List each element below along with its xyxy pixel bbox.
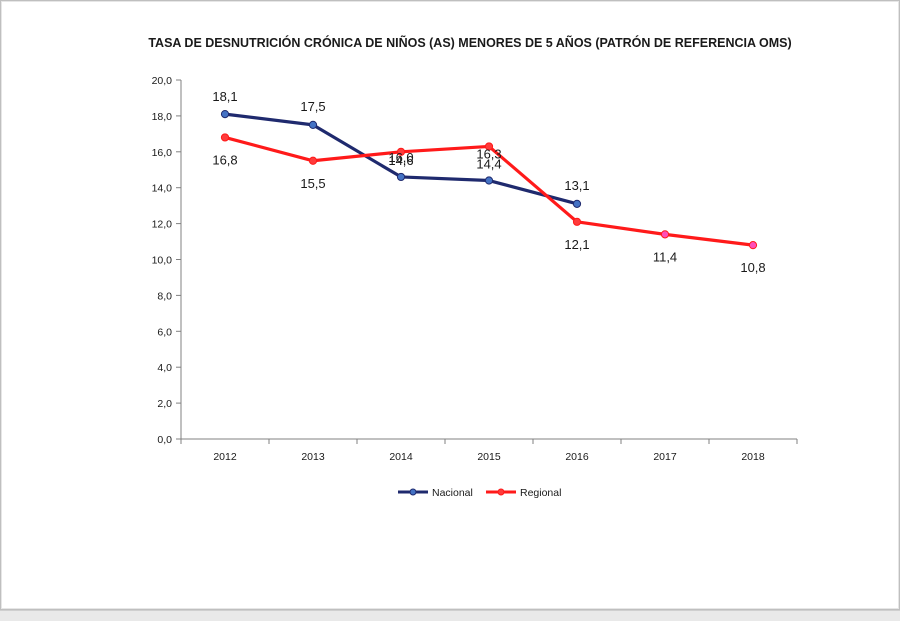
- data-label-regional: 16,3: [476, 146, 501, 161]
- x-tick-label: 2018: [741, 451, 765, 463]
- data-point-regional: [396, 147, 406, 156]
- data-label-regional: 11,4: [653, 249, 677, 264]
- data-point-regional: [748, 241, 758, 250]
- x-tick-label: 2012: [213, 451, 237, 463]
- data-label-nacional: 18,1: [212, 89, 237, 104]
- data-label-regional: 16,8: [212, 152, 237, 167]
- data-label-nacional: 17,5: [300, 99, 325, 114]
- legend-label-regional: Regional: [520, 487, 561, 499]
- x-tick-label: 2014: [389, 451, 413, 463]
- data-label-regional: 10,8: [740, 260, 765, 275]
- data-point-nacional: [308, 120, 318, 129]
- x-tick-label: 2017: [653, 451, 677, 463]
- data-point-regional: [572, 217, 582, 226]
- x-tick-label: 2016: [565, 451, 589, 463]
- y-tick-label: 14,0: [152, 183, 173, 195]
- y-tick-label: 20,0: [152, 75, 173, 87]
- y-tick-label: 6,0: [157, 326, 172, 338]
- data-point-nacional: [220, 110, 230, 119]
- y-tick-label: 18,0: [152, 111, 173, 123]
- y-tick-label: 12,0: [152, 219, 173, 231]
- bottom-strip: [0, 610, 900, 621]
- data-label-nacional: 13,1: [564, 178, 589, 193]
- y-tick-label: 8,0: [157, 290, 172, 302]
- y-tick-label: 10,0: [152, 255, 173, 267]
- legend: Nacional Regional: [398, 487, 561, 499]
- data-point-nacional: [572, 199, 582, 208]
- y-tick-label: 16,0: [152, 147, 173, 159]
- y-tick-label: 4,0: [157, 362, 172, 374]
- data-labels: 18,1 17,5 14,6 14,4 13,1 16,8 15,5 16,0 16,3 12,1…: [212, 89, 765, 275]
- y-tick-label: 0,0: [157, 434, 172, 446]
- x-tick-label: 2013: [301, 451, 325, 463]
- data-label-regional: 12,1: [564, 237, 589, 252]
- legend-marker-nacional: [409, 488, 417, 496]
- y-tick-label: 2,0: [157, 398, 172, 410]
- data-point-nacional: [396, 172, 406, 182]
- x-tick-label: 2015: [477, 451, 501, 463]
- data-label-regional: 16,0: [388, 150, 413, 165]
- data-point-regional: [220, 133, 230, 142]
- data-point-regional: [308, 156, 318, 165]
- data-point-nacional: [484, 176, 494, 185]
- data-point-regional: [484, 142, 494, 151]
- chart-title: TASA DE DESNUTRICIÓN CRÓNICA DE NIÑOS (A…: [148, 35, 791, 50]
- data-label-nacional: 14,4: [476, 157, 501, 172]
- axes: 0,0 2,0 4,0 6,0 8,0 10,0 12,0 14,0 16,0 18,0 20,0 2…: [152, 75, 798, 463]
- data-label-nacional: 14,6: [388, 153, 413, 168]
- data-point-regional: [660, 230, 670, 239]
- data-label-regional: 15,5: [300, 176, 325, 191]
- legend-marker-regional: [497, 488, 505, 496]
- legend-label-nacional: Nacional: [432, 487, 473, 499]
- series-layer: [220, 110, 758, 250]
